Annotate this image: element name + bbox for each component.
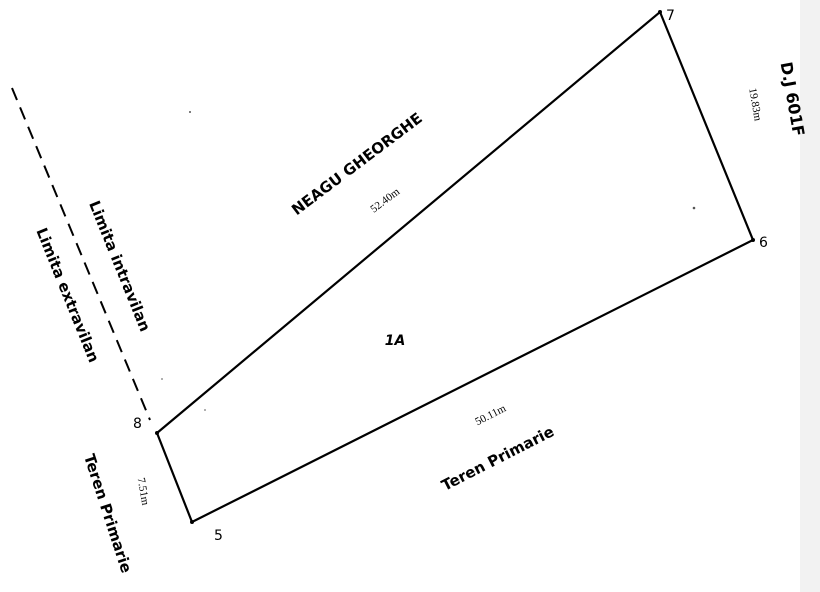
point-label-5: 5 <box>214 528 223 544</box>
scan-speck <box>692 206 696 210</box>
limit-extravilan-label: Limita extravilan <box>32 225 102 365</box>
vertex-7 <box>658 10 662 14</box>
point-label-8: 8 <box>133 416 142 432</box>
paper-edge <box>800 0 820 592</box>
neighbour-north-label: NEAGU GHEORGHE <box>288 109 426 219</box>
parcel-outline <box>155 10 755 524</box>
side-length-right: 19.83m <box>746 87 764 122</box>
point-label-6: 6 <box>759 235 768 251</box>
side-length-bottom: 50.11m <box>473 402 508 428</box>
scan-speck <box>189 111 191 113</box>
neighbour-west-label: Teren Primarie <box>80 452 135 575</box>
parcel-id-label: 1A <box>385 333 406 349</box>
limit-intravilan-label: Limita intravilan <box>85 198 154 334</box>
scan-speck <box>161 378 163 380</box>
side-length-left: 7.51m <box>135 477 152 507</box>
side-length-top: 52.40m <box>368 186 402 216</box>
vertex-5 <box>190 520 194 524</box>
vertex-6 <box>751 238 755 242</box>
scan-speck <box>204 409 206 411</box>
vertex-8 <box>155 431 159 435</box>
neighbour-south-label: Teren Primarie <box>438 422 557 494</box>
limit-line <box>11 87 151 421</box>
point-label-7: 7 <box>666 8 675 24</box>
